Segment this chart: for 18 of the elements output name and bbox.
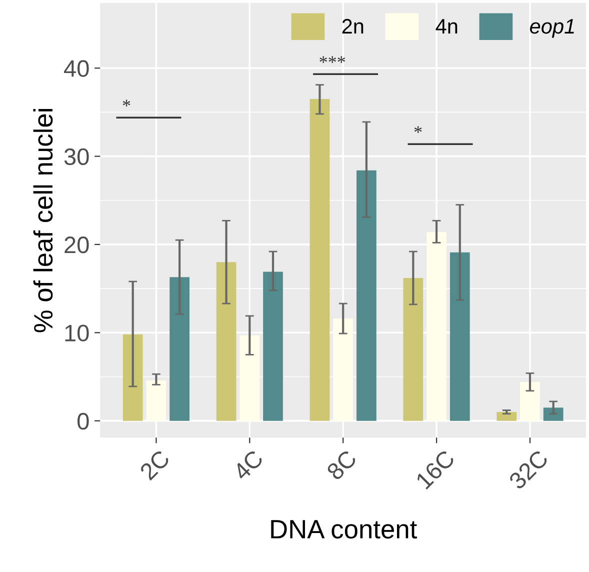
x-tick-label: 2C	[139, 449, 171, 481]
legend-label: 2n	[342, 18, 364, 34]
y-tick-label: 40	[64, 60, 89, 77]
y-tick-label: 0	[78, 412, 89, 430]
x-tick-label: 16C	[415, 449, 456, 490]
y-tick-label: 10	[65, 324, 89, 342]
annotation: *	[414, 126, 422, 133]
x-axis-title: DNA content	[271, 520, 417, 539]
x-tick-label: 32C	[508, 449, 550, 490]
y-tick-label: 20	[64, 236, 89, 254]
y-tick-label: 30	[64, 148, 89, 166]
y-axis-title: % of leaf cell nuclei	[33, 109, 53, 332]
x-tick-label: 4C	[232, 449, 264, 482]
legend-label: 4n	[436, 19, 458, 34]
annotation: *	[122, 100, 130, 106]
x-tick-label: 8C	[326, 449, 358, 481]
legend-label: eop1	[530, 19, 574, 38]
annotation: ***	[320, 56, 346, 63]
